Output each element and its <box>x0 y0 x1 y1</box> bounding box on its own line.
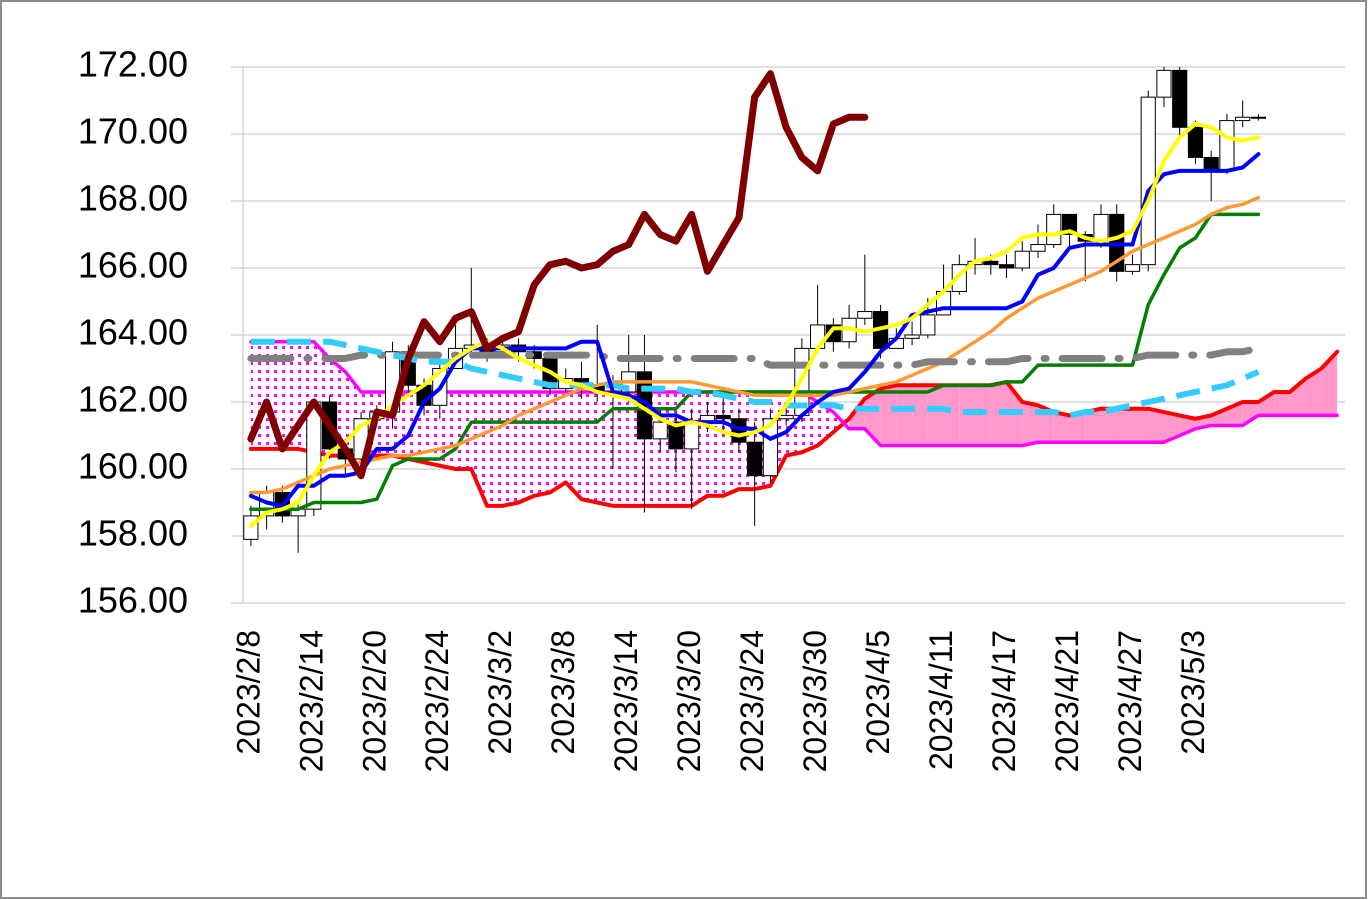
x-tick-label: 2023/3/20 <box>671 630 707 772</box>
cloud <box>487 391 503 506</box>
cloud <box>1163 412 1180 443</box>
candle-body <box>1030 244 1046 252</box>
candle-body <box>1172 69 1188 128</box>
cloud <box>707 391 724 496</box>
x-tick-label: 2023/3/2 <box>482 630 518 755</box>
x-tick-label: 2023/3/24 <box>734 630 770 772</box>
x-tick-label: 2023/2/20 <box>356 630 392 772</box>
x-tick-label: 2023/4/21 <box>1049 630 1085 772</box>
x-tick-label: 2023/3/14 <box>608 630 644 772</box>
candle-body <box>904 334 920 339</box>
y-tick-label: 160.00 <box>78 446 188 487</box>
y-tick-label: 170.00 <box>78 111 188 152</box>
cloud <box>975 385 991 446</box>
candle-body <box>1156 69 1172 98</box>
cloud <box>518 391 535 503</box>
candle-body <box>983 260 999 266</box>
y-tick-label: 156.00 <box>78 580 188 621</box>
candle-body <box>684 421 700 450</box>
cloud <box>455 391 472 469</box>
cloud <box>581 391 598 503</box>
line-series <box>250 338 1260 419</box>
candle-body <box>747 441 763 477</box>
y-tick-label: 158.00 <box>78 513 188 554</box>
cloud <box>1305 368 1322 416</box>
y-tick-label: 166.00 <box>78 245 188 286</box>
x-tick-label: 2023/3/8 <box>545 630 581 755</box>
cloud <box>1022 402 1039 446</box>
cloud <box>880 385 897 446</box>
cloud <box>1274 391 1290 416</box>
cloud <box>1148 408 1164 443</box>
cloud <box>990 381 1007 446</box>
x-tick-label: 2023/5/3 <box>1175 630 1211 755</box>
line-series <box>249 195 1261 495</box>
line-series <box>247 344 1262 369</box>
candle-body <box>652 421 668 440</box>
cloud <box>282 341 299 449</box>
cloud <box>1132 408 1149 443</box>
cloud <box>1211 408 1227 426</box>
candle-body <box>1014 250 1030 269</box>
cloud <box>534 391 550 496</box>
candle-body <box>1093 213 1109 242</box>
candle-body <box>1203 156 1219 172</box>
candle-body <box>1124 264 1141 272</box>
candle-body <box>762 418 778 477</box>
cloud <box>723 391 739 496</box>
candle-body <box>1140 96 1156 266</box>
cloud <box>1242 402 1259 426</box>
x-tick-label: 2023/2/14 <box>293 630 329 772</box>
candle-body <box>1219 120 1235 172</box>
line-series <box>248 121 1261 528</box>
line-series <box>247 70 869 480</box>
cloud <box>1085 408 1101 443</box>
cloud <box>1258 391 1275 416</box>
y-tick-label: 172.00 <box>78 44 188 85</box>
cloud <box>1100 408 1117 443</box>
cloud <box>424 391 440 466</box>
cloud <box>896 385 913 446</box>
cloud <box>943 385 960 446</box>
candle-body <box>1235 116 1251 122</box>
cloud <box>502 391 519 506</box>
x-tick-label: 2023/3/30 <box>797 630 833 772</box>
cloud <box>927 385 944 446</box>
candle-body <box>778 414 794 420</box>
x-tick-label: 2023/4/11 <box>923 630 959 770</box>
candle-body <box>715 414 731 420</box>
x-tick-label: 2023/4/5 <box>860 630 896 755</box>
cloud <box>959 385 976 446</box>
cloud <box>912 385 928 446</box>
x-tick-label: 2023/4/17 <box>986 630 1022 772</box>
y-tick-label: 162.00 <box>78 379 188 420</box>
x-tick-label: 2023/2/8 <box>230 630 266 755</box>
candle-body <box>998 264 1015 269</box>
candle-body <box>1061 213 1078 235</box>
candle-body <box>857 311 873 319</box>
candle-body <box>1250 116 1266 119</box>
x-tick-label: 2023/4/27 <box>1112 630 1148 772</box>
y-tick-label: 168.00 <box>78 178 188 219</box>
cloud <box>549 391 566 493</box>
cloud <box>1069 412 1086 443</box>
line-series <box>248 349 1340 508</box>
y-tick-label: 164.00 <box>78 312 188 353</box>
cloud <box>1116 408 1133 443</box>
cloud <box>612 391 629 506</box>
cloud <box>1053 412 1070 443</box>
candle-body <box>306 401 322 510</box>
cloud <box>1321 351 1338 416</box>
candle-body <box>668 421 684 450</box>
cloud <box>565 391 582 500</box>
candle-body <box>1187 126 1204 158</box>
cloud <box>1289 378 1306 416</box>
x-tick-label: 2023/2/24 <box>419 630 455 772</box>
line-series <box>249 212 1261 511</box>
candle-body <box>920 314 936 336</box>
candle-body <box>1046 213 1062 246</box>
line-series <box>248 152 1261 508</box>
